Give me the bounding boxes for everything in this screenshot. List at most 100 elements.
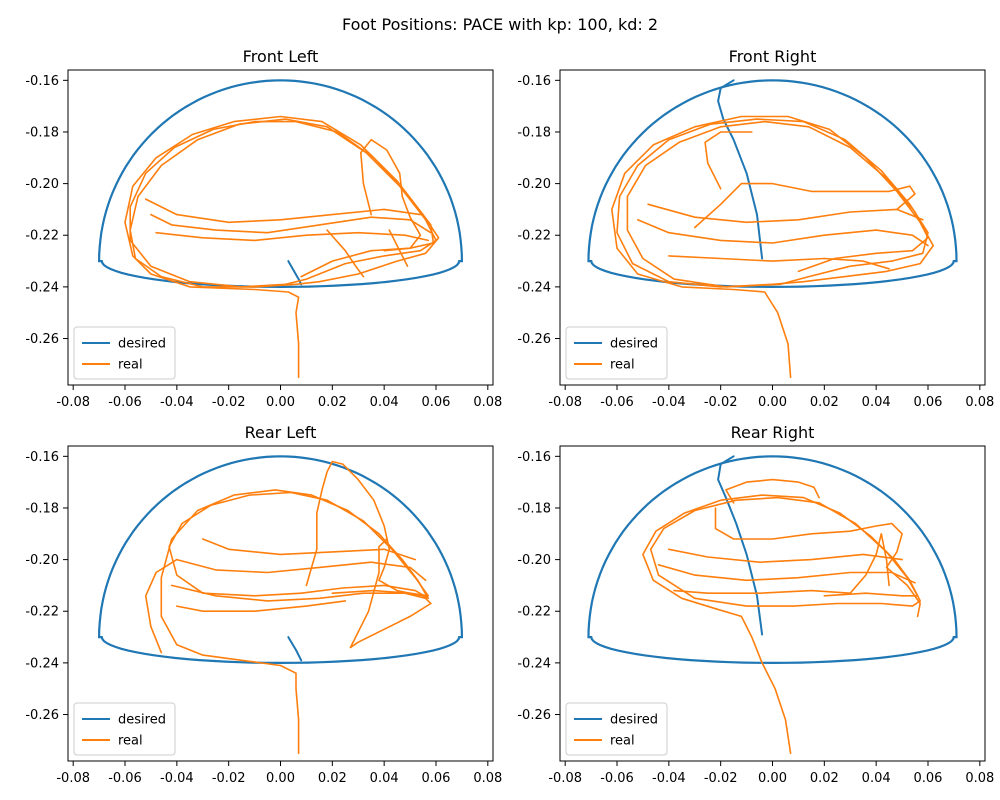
x-tick-label: 0.02: [318, 771, 347, 786]
desired-series-line: [287, 636, 303, 662]
x-tick-label: 0.04: [370, 395, 399, 410]
real-series-line: [849, 533, 890, 594]
x-tick-label: 0.08: [965, 771, 994, 786]
x-tick-label: 0.06: [422, 771, 451, 786]
real-series-line: [129, 120, 435, 288]
desired-legend-label: desired: [118, 337, 166, 352]
x-tick-label: -0.06: [600, 771, 634, 786]
x-tick-label: 0.04: [370, 771, 399, 786]
desired-series-line: [717, 455, 764, 636]
subplot-title: Front Right: [729, 47, 817, 66]
y-tick-label: -0.22: [517, 605, 551, 620]
real-series-line: [388, 229, 409, 267]
real-series-line: [616, 118, 929, 288]
y-tick-label: -0.26: [25, 332, 59, 347]
desired-legend-label: desired: [610, 713, 658, 728]
subplot-title: Rear Right: [731, 423, 815, 442]
legend-box: [73, 702, 176, 756]
real-series-line: [649, 496, 919, 607]
x-tick-label: -0.04: [652, 395, 686, 410]
y-tick-label: -0.18: [25, 125, 59, 140]
real-legend-label: real: [118, 734, 143, 749]
real-series-line: [124, 115, 440, 379]
x-tick-label: 0.06: [422, 395, 451, 410]
desired-boundary-line: [587, 79, 958, 289]
y-tick-label: -0.22: [25, 605, 59, 620]
real-series-line: [129, 118, 437, 288]
y-tick-label: -0.20: [517, 177, 551, 192]
real-legend-label: real: [610, 358, 635, 373]
x-tick-label: 0.00: [266, 395, 295, 410]
y-tick-label: -0.20: [25, 553, 59, 568]
legend-box: [565, 702, 668, 756]
x-tick-label: -0.08: [548, 771, 582, 786]
real-series-line: [144, 198, 422, 224]
legend: desired real: [565, 326, 668, 380]
y-tick-label: -0.16: [25, 450, 59, 465]
real-series-line: [636, 219, 929, 247]
real-series-line: [694, 182, 916, 229]
real-series-line: [673, 589, 851, 594]
desired-boundary-line: [97, 455, 464, 665]
x-tick-label: -0.02: [212, 771, 246, 786]
real-legend-label: real: [610, 734, 635, 749]
desired-legend-label: desired: [610, 337, 658, 352]
y-tick-label: -0.20: [517, 553, 551, 568]
desired-boundary-line: [97, 79, 464, 289]
real-series-line: [176, 558, 427, 582]
real-series-line: [349, 602, 432, 649]
subplot-rear-right: Rear Right -0.08 -0.06 -0.04 -0.02 0.00 0.02 0…: [517, 423, 994, 786]
y-tick-label: -0.16: [517, 450, 551, 465]
real-series-line: [160, 489, 429, 755]
y-tick-label: -0.20: [25, 177, 59, 192]
y-tick-label: -0.26: [517, 332, 551, 347]
x-tick-label: -0.08: [548, 395, 582, 410]
x-tick-label: -0.06: [108, 771, 142, 786]
x-tick-label: -0.06: [600, 395, 634, 410]
subplot-title: Rear Left: [245, 423, 317, 442]
legend-box: [73, 326, 176, 380]
y-tick-label: -0.22: [517, 229, 551, 244]
y-tick-label: -0.24: [25, 656, 59, 671]
x-tick-label: 0.02: [810, 395, 839, 410]
legend: desired real: [565, 702, 668, 756]
real-series-line: [360, 138, 422, 252]
real-series-line: [144, 558, 178, 654]
x-tick-label: -0.04: [160, 771, 194, 786]
real-series-line: [725, 478, 820, 504]
real-series-line: [305, 460, 432, 605]
y-tick-label: -0.24: [25, 280, 59, 295]
figure-suptitle: Foot Positions: PACE with kp: 100, kd: 2: [342, 15, 658, 34]
y-tick-label: -0.24: [517, 656, 551, 671]
real-series-line: [668, 255, 890, 270]
x-tick-label: -0.02: [212, 395, 246, 410]
x-tick-label: -0.08: [56, 395, 90, 410]
desired-boundary-line: [587, 455, 958, 665]
x-tick-label: 0.00: [758, 771, 787, 786]
y-tick-label: -0.18: [517, 501, 551, 516]
y-tick-label: -0.18: [25, 501, 59, 516]
real-series-line: [626, 120, 929, 288]
x-tick-label: -0.02: [704, 395, 738, 410]
plot-lines: [587, 79, 958, 379]
x-tick-label: 0.00: [266, 771, 295, 786]
real-series-line: [611, 115, 934, 379]
x-tick-label: 0.04: [862, 771, 891, 786]
x-tick-label: -0.04: [652, 771, 686, 786]
real-series-line: [170, 584, 427, 602]
desired-legend-label: desired: [118, 713, 166, 728]
x-tick-label: 0.08: [473, 771, 502, 786]
x-tick-label: 0.08: [965, 395, 994, 410]
subplot-rear-left: Rear Left -0.08 -0.06 -0.04 -0.02 0.00 0.02 0.…: [25, 423, 502, 786]
real-series-line: [668, 548, 903, 563]
subplot-front-left: Front Left -0.08 -0.06 -0.04 -0.02 0.00 0.02 0…: [25, 47, 502, 410]
legend-box: [565, 326, 668, 380]
y-tick-label: -0.18: [517, 125, 551, 140]
y-tick-label: -0.16: [517, 74, 551, 89]
x-tick-label: -0.06: [108, 395, 142, 410]
real-series-line: [150, 213, 432, 234]
x-tick-label: -0.04: [160, 395, 194, 410]
x-tick-label: -0.08: [56, 771, 90, 786]
y-tick-label: -0.24: [517, 280, 551, 295]
